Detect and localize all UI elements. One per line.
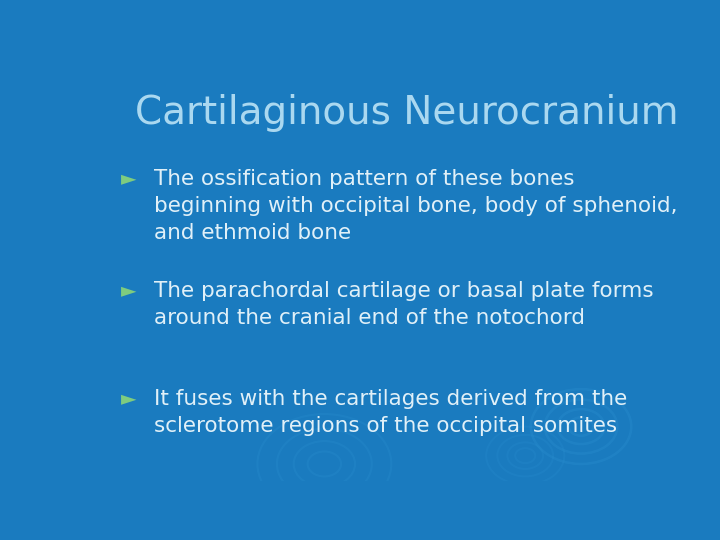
Text: The parachordal cartilage or basal plate forms
around the cranial end of the not: The parachordal cartilage or basal plate… [154, 281, 654, 328]
Text: It fuses with the cartilages derived from the
sclerotome regions of the occipita: It fuses with the cartilages derived fro… [154, 389, 627, 436]
Text: ►: ► [121, 281, 136, 300]
Text: Cartilaginous Neurocranium: Cartilaginous Neurocranium [135, 94, 678, 132]
Text: ►: ► [121, 168, 136, 188]
Text: The ossification pattern of these bones
beginning with occipital bone, body of s: The ossification pattern of these bones … [154, 168, 678, 243]
Text: ►: ► [121, 389, 136, 408]
